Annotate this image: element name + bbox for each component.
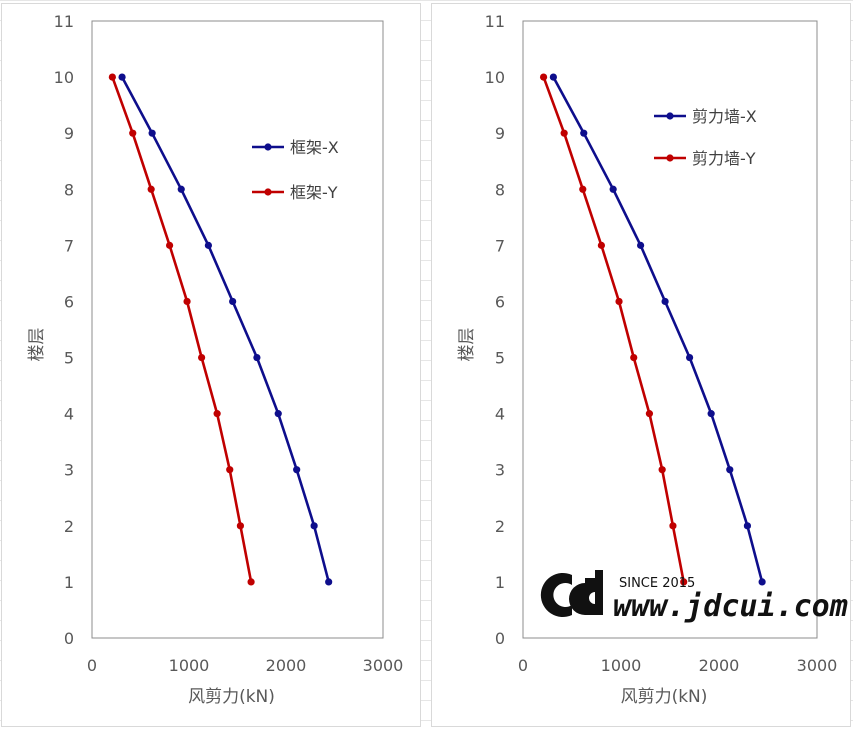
y-tick-label: 3	[64, 461, 74, 480]
legend-swatch-marker	[666, 112, 674, 120]
y-tick-label: 11	[54, 12, 74, 31]
x-tick-label: 1000	[601, 656, 642, 675]
chart-shear-wall-svg: 0 1 2 3 4 5 6 7 8 9 10 11 0 1000 2000 3000 风剪力(kN) 楼层 剪力墙-…	[457, 12, 838, 707]
y-tick-label: 11	[485, 12, 505, 31]
data-point[interactable]	[325, 578, 333, 586]
y-axis-title: 楼层	[27, 328, 47, 362]
y-tick-label: 0	[495, 629, 505, 648]
data-point[interactable]	[310, 522, 318, 530]
data-point[interactable]	[580, 129, 588, 137]
y-tick-label: 7	[64, 236, 74, 255]
plot-area[interactable]	[522, 20, 818, 639]
series-line[interactable]	[542, 76, 685, 583]
data-point[interactable]	[669, 522, 677, 530]
data-point[interactable]	[615, 297, 623, 306]
data-point[interactable]	[198, 353, 206, 362]
y-tick-label: 4	[495, 405, 505, 424]
series-line[interactable]	[552, 76, 764, 583]
series-line[interactable]	[120, 76, 330, 583]
data-point[interactable]	[707, 410, 715, 418]
y-tick-label: 6	[64, 292, 74, 311]
data-point[interactable]	[661, 297, 669, 306]
x-tick-label: 0	[518, 656, 528, 675]
data-point[interactable]	[183, 297, 191, 306]
data-point[interactable]	[579, 185, 587, 193]
y-tick-label: 3	[495, 461, 505, 480]
legend-label: 框架-Y	[290, 183, 338, 202]
legend-label: 剪力墙-Y	[692, 149, 756, 168]
y-tick-label: 2	[495, 517, 505, 536]
x-tick-label: 3000	[797, 656, 838, 675]
legend-swatch-marker	[264, 143, 272, 151]
data-point[interactable]	[177, 185, 185, 193]
data-point[interactable]	[758, 578, 766, 586]
y-tick-label: 1	[64, 573, 74, 592]
data-point[interactable]	[229, 297, 237, 306]
data-point[interactable]	[560, 129, 568, 137]
y-tick-label: 0	[64, 629, 74, 648]
x-tick-label: 2000	[699, 656, 740, 675]
legend-label: 剪力墙-X	[692, 107, 757, 126]
data-point[interactable]	[549, 73, 557, 81]
data-point[interactable]	[274, 410, 282, 418]
data-point[interactable]	[658, 466, 666, 474]
x-axis-title: 风剪力(kN)	[621, 687, 708, 707]
data-point[interactable]	[630, 353, 638, 362]
data-point[interactable]	[108, 73, 116, 81]
data-point[interactable]	[148, 129, 156, 137]
y-axis-title: 楼层	[457, 328, 477, 362]
legend-swatch-marker	[264, 188, 272, 196]
x-tick-label: 3000	[363, 656, 404, 675]
x-tick-label: 0	[87, 656, 97, 675]
legend-swatch-marker	[666, 154, 674, 162]
data-point[interactable]	[129, 129, 137, 137]
y-tick-label: 9	[495, 124, 505, 143]
chart-frame-svg: 0 1 2 3 4 5 6 7 8 9 10 11 0 1000 2000 3000 风剪力(kN) 楼层 框架-X…	[27, 12, 404, 707]
data-point[interactable]	[204, 241, 212, 249]
data-point[interactable]	[743, 522, 752, 530]
y-tick-label: 8	[64, 180, 74, 199]
chart-panel-frame[interactable]: 0 1 2 3 4 5 6 7 8 9 10 11 0 1000 2000 3000 风剪力(kN) 楼层 框架-X…	[1, 3, 421, 727]
y-tick-label: 5	[495, 349, 505, 368]
data-point[interactable]	[637, 241, 645, 249]
legend-label: 框架-X	[290, 138, 339, 157]
data-point[interactable]	[247, 578, 255, 586]
data-point[interactable]	[118, 73, 126, 81]
data-point[interactable]	[147, 185, 155, 193]
y-tick-label: 7	[495, 236, 505, 255]
y-tick-label: 4	[64, 405, 74, 424]
plot-area[interactable]	[91, 20, 384, 639]
y-tick-label: 2	[64, 517, 74, 536]
data-point[interactable]	[539, 73, 548, 81]
data-point[interactable]	[213, 410, 221, 418]
y-tick-label: 1	[495, 573, 505, 592]
y-tick-label: 10	[485, 68, 505, 87]
x-axis-title: 风剪力(kN)	[188, 687, 275, 707]
chart-panel-shear-wall[interactable]: 0 1 2 3 4 5 6 7 8 9 10 11 0 1000 2000 3000 风剪力(kN) 楼层 剪力墙-…	[431, 3, 851, 727]
y-tick-label: 6	[495, 292, 505, 311]
x-tick-label: 2000	[266, 656, 307, 675]
data-point[interactable]	[609, 185, 617, 193]
data-point[interactable]	[686, 353, 694, 362]
x-tick-label: 1000	[169, 656, 210, 675]
data-point[interactable]	[680, 578, 688, 586]
data-point[interactable]	[226, 466, 234, 474]
y-tick-label: 9	[64, 124, 74, 143]
data-point[interactable]	[166, 241, 174, 249]
data-point[interactable]	[293, 466, 301, 474]
y-tick-label: 10	[54, 68, 74, 87]
series-line[interactable]	[111, 76, 253, 583]
data-point[interactable]	[236, 522, 245, 530]
data-point[interactable]	[726, 466, 734, 474]
y-tick-label: 5	[64, 349, 74, 368]
y-tick-label: 8	[495, 180, 505, 199]
data-point[interactable]	[645, 410, 654, 418]
data-point[interactable]	[597, 241, 605, 249]
data-point[interactable]	[253, 353, 261, 362]
